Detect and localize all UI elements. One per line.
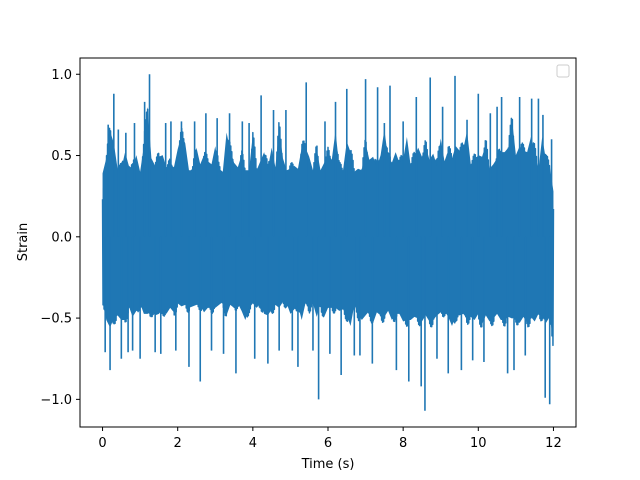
series-layer — [101, 74, 555, 411]
y-tick-label: −1.0 — [40, 393, 72, 408]
y-tick-label: 1.0 — [51, 68, 72, 83]
x-tick-label: 10 — [470, 436, 487, 451]
plot-area — [79, 57, 577, 428]
legend-box — [556, 64, 570, 78]
y-tick-label: 0.0 — [51, 230, 72, 245]
y-axis-label: Strain — [16, 223, 31, 262]
x-tick-label: 0 — [98, 436, 106, 451]
x-tick-label: 6 — [324, 436, 332, 451]
y-tick-label: −0.5 — [40, 312, 72, 327]
series-band — [102, 106, 554, 342]
x-tick-label: 8 — [399, 436, 407, 451]
y-tick-label: 0.5 — [51, 149, 72, 164]
x-axis-label: Time (s) — [301, 457, 355, 472]
x-tick-label: 4 — [249, 436, 257, 451]
x-axis-ticks: 0 2 4 6 8 10 12 — [98, 427, 562, 451]
y-axis-ticks: −1.0 −0.5 0.0 0.5 1.0 — [40, 68, 80, 408]
x-tick-label: 2 — [174, 436, 182, 451]
x-tick-label: 12 — [545, 436, 562, 451]
